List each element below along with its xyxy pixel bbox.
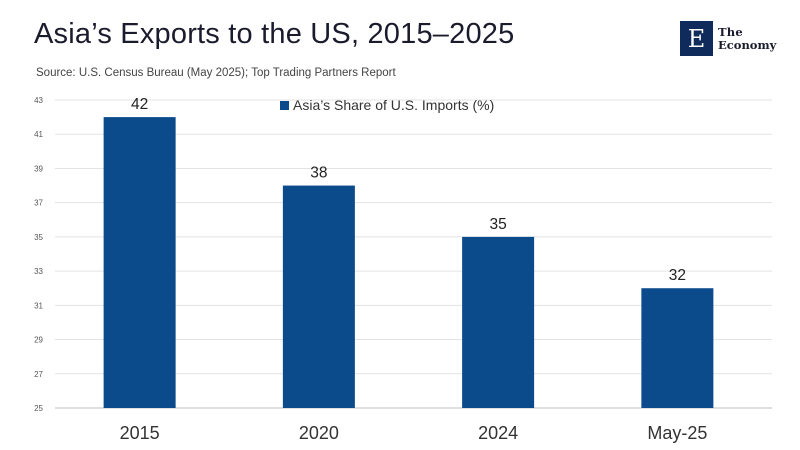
y-tick-label: 29	[34, 336, 43, 345]
x-tick-label: 2015	[120, 423, 160, 443]
x-tick-label: 2024	[478, 423, 518, 443]
legend-label: Asia’s Share of U.S. Imports (%)	[293, 97, 494, 113]
y-tick-label: 33	[34, 267, 43, 276]
y-tick-label: 37	[34, 199, 43, 208]
legend-swatch	[280, 101, 289, 110]
y-tick-label: 39	[34, 164, 43, 173]
logo-letter: E	[687, 24, 706, 53]
y-tick-label: 31	[34, 301, 43, 310]
bar	[462, 236, 535, 408]
y-tick-label: 41	[34, 130, 43, 139]
logo-line-1: The	[718, 24, 743, 39]
bar	[103, 117, 176, 408]
data-label: 42	[131, 96, 148, 113]
data-label: 35	[490, 216, 507, 233]
data-label: 38	[310, 165, 327, 182]
y-tick-label: 25	[34, 404, 43, 413]
publisher-logo: E The Economy	[680, 21, 776, 56]
logo-mark: E	[680, 21, 713, 56]
bar	[282, 185, 355, 408]
y-tick-label: 35	[34, 233, 43, 242]
y-tick-label: 43	[34, 96, 43, 105]
x-tick-label: 2020	[299, 423, 339, 443]
bar	[641, 288, 714, 408]
chart-source: Source: U.S. Census Bureau (May 2025); T…	[36, 67, 396, 79]
logo-line-2: Economy	[718, 37, 777, 52]
x-tick-label: May-25	[647, 423, 707, 443]
data-label: 32	[669, 267, 686, 284]
logo-wordmark: The Economy	[718, 24, 777, 52]
y-tick-label: 27	[34, 370, 43, 379]
chart-title: Asia’s Exports to the US, 2015–2025	[34, 18, 515, 50]
